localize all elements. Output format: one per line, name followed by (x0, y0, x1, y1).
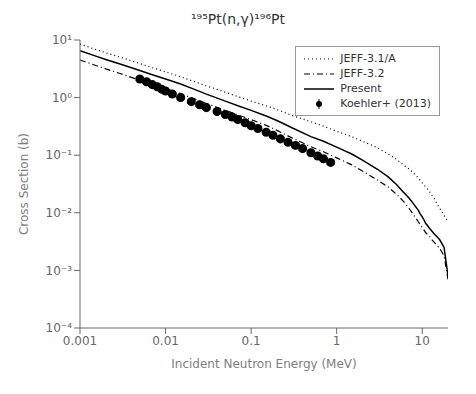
svg-text:0.01: 0.01 (152, 334, 179, 348)
html-text:Present: Present (340, 82, 382, 95)
svg-text:0.001: 0.001 (63, 334, 97, 348)
svg-text:10⁻¹: 10⁻¹ (46, 148, 73, 162)
svg-text:Cross Section (b): Cross Section (b) (17, 133, 31, 235)
html-text:JEFF-3.2: JEFF-3.2 (340, 67, 385, 80)
svg-text:10: 10 (415, 334, 430, 348)
svg-text:10⁻³: 10⁻³ (46, 264, 73, 278)
svg-text:10⁻²: 10⁻² (46, 206, 73, 220)
svg-text:0.1: 0.1 (242, 334, 261, 348)
svg-text:Incident Neutron Energy (MeV): Incident Neutron Energy (MeV) (171, 357, 356, 371)
html-text:Koehler+ (2013): Koehler+ (2013) (340, 97, 431, 110)
svg-text:10⁰: 10⁰ (52, 91, 72, 105)
svg-text:10¹: 10¹ (52, 33, 72, 47)
svg-text:1: 1 (333, 334, 341, 348)
svg-text:10⁻⁴: 10⁻⁴ (46, 321, 73, 335)
html-text:¹⁹⁵Pt(n,γ)¹⁹⁶Pt: ¹⁹⁵Pt(n,γ)¹⁹⁶Pt (191, 11, 285, 27)
html-text:JEFF-3.1/A: JEFF-3.1/A (340, 52, 396, 65)
